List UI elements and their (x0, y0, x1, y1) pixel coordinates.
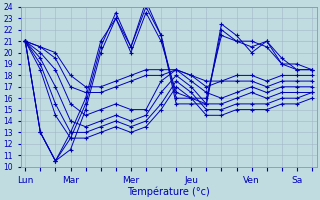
X-axis label: Température (°c): Température (°c) (127, 186, 210, 197)
